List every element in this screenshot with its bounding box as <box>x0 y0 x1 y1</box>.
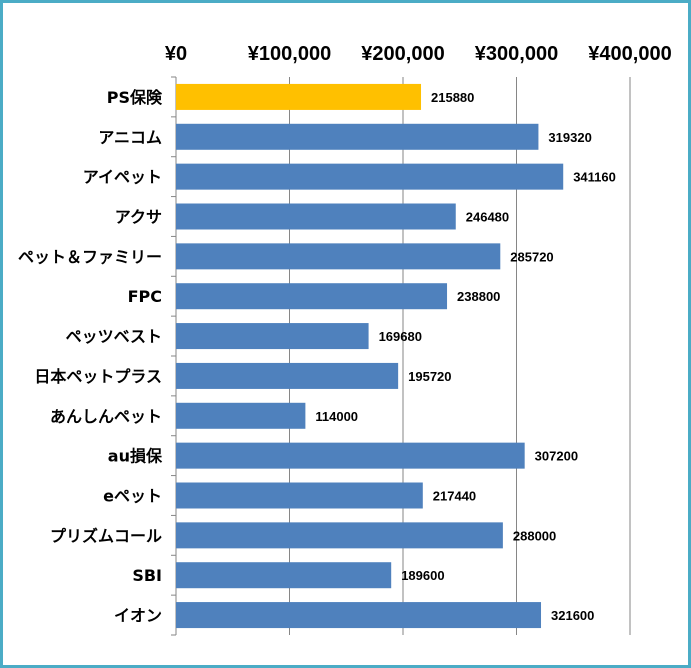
bar <box>176 243 501 270</box>
category-label: au損保 <box>108 447 163 466</box>
x-tick-label: ¥100,000 <box>248 43 331 65</box>
data-label: 189600 <box>401 568 444 583</box>
category-label: ペッツベスト <box>66 327 162 346</box>
data-label: 321600 <box>551 608 594 623</box>
bar <box>176 402 306 429</box>
category-label: ペット＆ファミリー <box>18 247 162 266</box>
category-label: アニコム <box>98 128 162 147</box>
category-label: アクサ <box>115 208 162 227</box>
bar <box>176 283 448 310</box>
category-label: PS保険 <box>107 88 163 107</box>
data-label: 288000 <box>513 528 556 543</box>
category-label: eペット <box>103 487 162 506</box>
data-label: 195720 <box>408 369 451 384</box>
x-tick-label: ¥300,000 <box>475 43 558 65</box>
x-tick-label: ¥0 <box>165 43 187 65</box>
category-label: 日本ペットプラス <box>34 367 162 386</box>
bar <box>176 482 423 509</box>
data-label: 238800 <box>457 289 500 304</box>
data-label: 319320 <box>548 130 591 145</box>
bar <box>176 562 392 589</box>
data-label: 215880 <box>431 90 474 105</box>
bar <box>176 442 525 469</box>
category-label: あんしんペット <box>50 407 162 426</box>
data-label: 217440 <box>433 489 476 504</box>
category-label: SBI <box>132 566 162 585</box>
bar <box>176 163 564 190</box>
category-label: FPC <box>128 287 162 306</box>
bar <box>176 602 542 629</box>
bar <box>176 362 399 389</box>
bar <box>176 522 503 549</box>
category-label: アイペット <box>83 168 162 187</box>
bar <box>176 203 456 230</box>
labels-layer: ¥0 ¥100,000 ¥200,000 ¥300,000 ¥400,000 PS保険 21… <box>18 43 672 625</box>
category-label: プリズムコール <box>50 526 162 545</box>
grid-layer <box>171 76 631 636</box>
bar <box>176 323 369 350</box>
data-label: 246480 <box>466 210 509 225</box>
bars-layer <box>176 83 564 629</box>
data-label: 114000 <box>315 409 358 424</box>
data-label: 285720 <box>510 249 553 264</box>
data-label: 169680 <box>379 329 422 344</box>
category-label: イオン <box>114 606 162 625</box>
bar <box>176 123 539 150</box>
data-label: 341160 <box>573 170 616 185</box>
x-tick-label: ¥200,000 <box>361 43 444 65</box>
x-tick-label: ¥400,000 <box>588 43 671 65</box>
bar <box>176 83 422 110</box>
data-label: 307200 <box>535 449 578 464</box>
